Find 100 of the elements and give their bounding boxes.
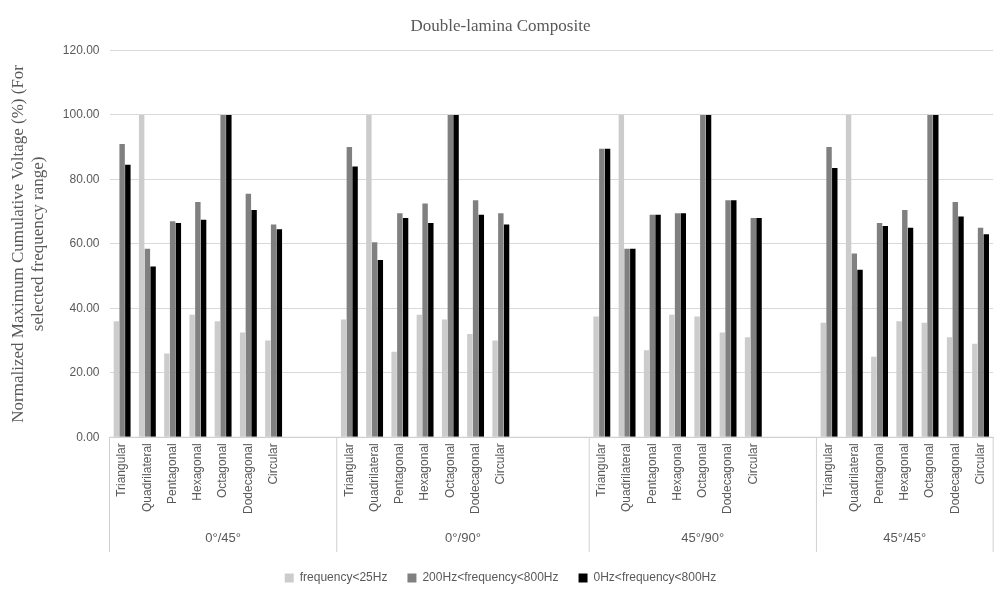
bar [472,200,479,437]
x-tick-label: Dodecagonal [467,443,482,515]
y-tick-label: 100.00 [62,107,100,122]
bar [352,166,358,437]
bar [245,193,252,437]
x-tick-label: Hexagonal [417,443,432,501]
bar [649,214,656,437]
x-tick-label: Triangular [341,443,356,497]
x-tick-label: Triangular [821,443,836,497]
bar [731,200,737,437]
bar [422,203,428,437]
x-tick-label: Hexagonal [190,443,205,501]
x-tick-label: Pentagonal [644,443,659,505]
legend-label: 200Hz<frequency<800Hz [422,570,559,585]
x-tick-label: Circular [972,443,987,485]
bar [371,242,378,437]
y-tick-label: 60.00 [69,236,100,251]
bar [902,209,908,437]
bar [220,114,226,437]
text: 45°/45° [883,529,927,545]
x-tick-label: Octagonal [215,443,230,498]
bar [933,114,939,437]
bar [125,164,131,437]
bar [750,218,757,437]
bar [447,114,454,437]
bar [599,148,605,437]
bar [498,213,504,437]
bar [270,224,277,437]
bar [150,266,156,437]
bar [346,147,353,437]
legend-label: 0Hz<frequency<800Hz [593,570,717,585]
x-tick-label: Dodecagonal [947,443,962,515]
bar [876,222,883,437]
bar [700,114,706,437]
x-tick-label: Pentagonal [392,443,407,505]
y-tick-label: 120.00 [62,42,100,57]
bar [630,248,636,437]
x-tick-label: Octagonal [922,443,937,498]
y-tick-label: 80.00 [69,171,100,186]
x-tick-label: Hexagonal [669,443,684,501]
y-tick-label: 20.00 [69,365,100,380]
x-tick-label: Quadrilateral [366,443,381,512]
legend-label: frequency<25Hz [299,570,388,585]
x-tick-label: Triangular [594,443,609,497]
x-tick-label: Triangular [114,443,129,497]
bar [655,214,661,437]
x-tick-label: Hexagonal [897,443,912,501]
x-tick-label: Quadrilateral [846,443,861,512]
bar [169,221,176,437]
chart-title: Double-lamina Composite [410,15,591,35]
x-tick-label: Dodecagonal [720,443,735,515]
bar [725,200,731,437]
bar [624,248,630,437]
bar [882,226,888,437]
x-tick-label: Quadrilateral [619,443,634,512]
bar [756,218,762,437]
bar [857,269,863,437]
bar [397,213,403,437]
x-tick-label: Circular [265,443,280,485]
bar [958,216,964,437]
y-tick-label: 40.00 [69,300,100,315]
bar [200,219,207,437]
bar [402,218,409,437]
bar [604,148,611,437]
bar [276,229,283,437]
x-tick-label: Circular [493,443,508,485]
y-axis-title: Normalized Maximum Cumulative Voltage (%) (For selected frequency range) [7,64,48,423]
bar [832,168,838,437]
bar [377,259,384,437]
bar [453,114,459,437]
x-tick-label: Octagonal [442,443,457,498]
bar [428,222,434,437]
text: 45°/90° [681,529,725,545]
text: 0°/90° [445,529,481,545]
bar [674,213,681,437]
bar [119,143,125,437]
x-tick-label: Pentagonal [871,443,886,505]
bar [983,234,989,437]
bar [251,209,257,437]
x-tick-label: Circular [745,443,760,485]
bar [478,214,485,437]
bar [952,201,959,437]
y-tick-label: 0.00 [76,429,100,444]
bar [705,114,712,437]
x-tick-label: Quadrilateral [139,443,154,512]
bar [826,147,832,437]
bar [851,253,858,437]
bar [144,248,151,437]
bar [680,213,687,437]
bar [226,114,232,437]
x-tick-label: Dodecagonal [240,443,255,515]
bar [175,222,182,437]
bar [195,201,201,437]
bar [503,224,510,437]
x-tick-label: Octagonal [695,443,710,498]
x-tick-label: Pentagonal [164,443,179,505]
text: 0°/45° [205,529,241,545]
bar [907,227,914,437]
bar [927,114,933,437]
bar [977,227,984,437]
